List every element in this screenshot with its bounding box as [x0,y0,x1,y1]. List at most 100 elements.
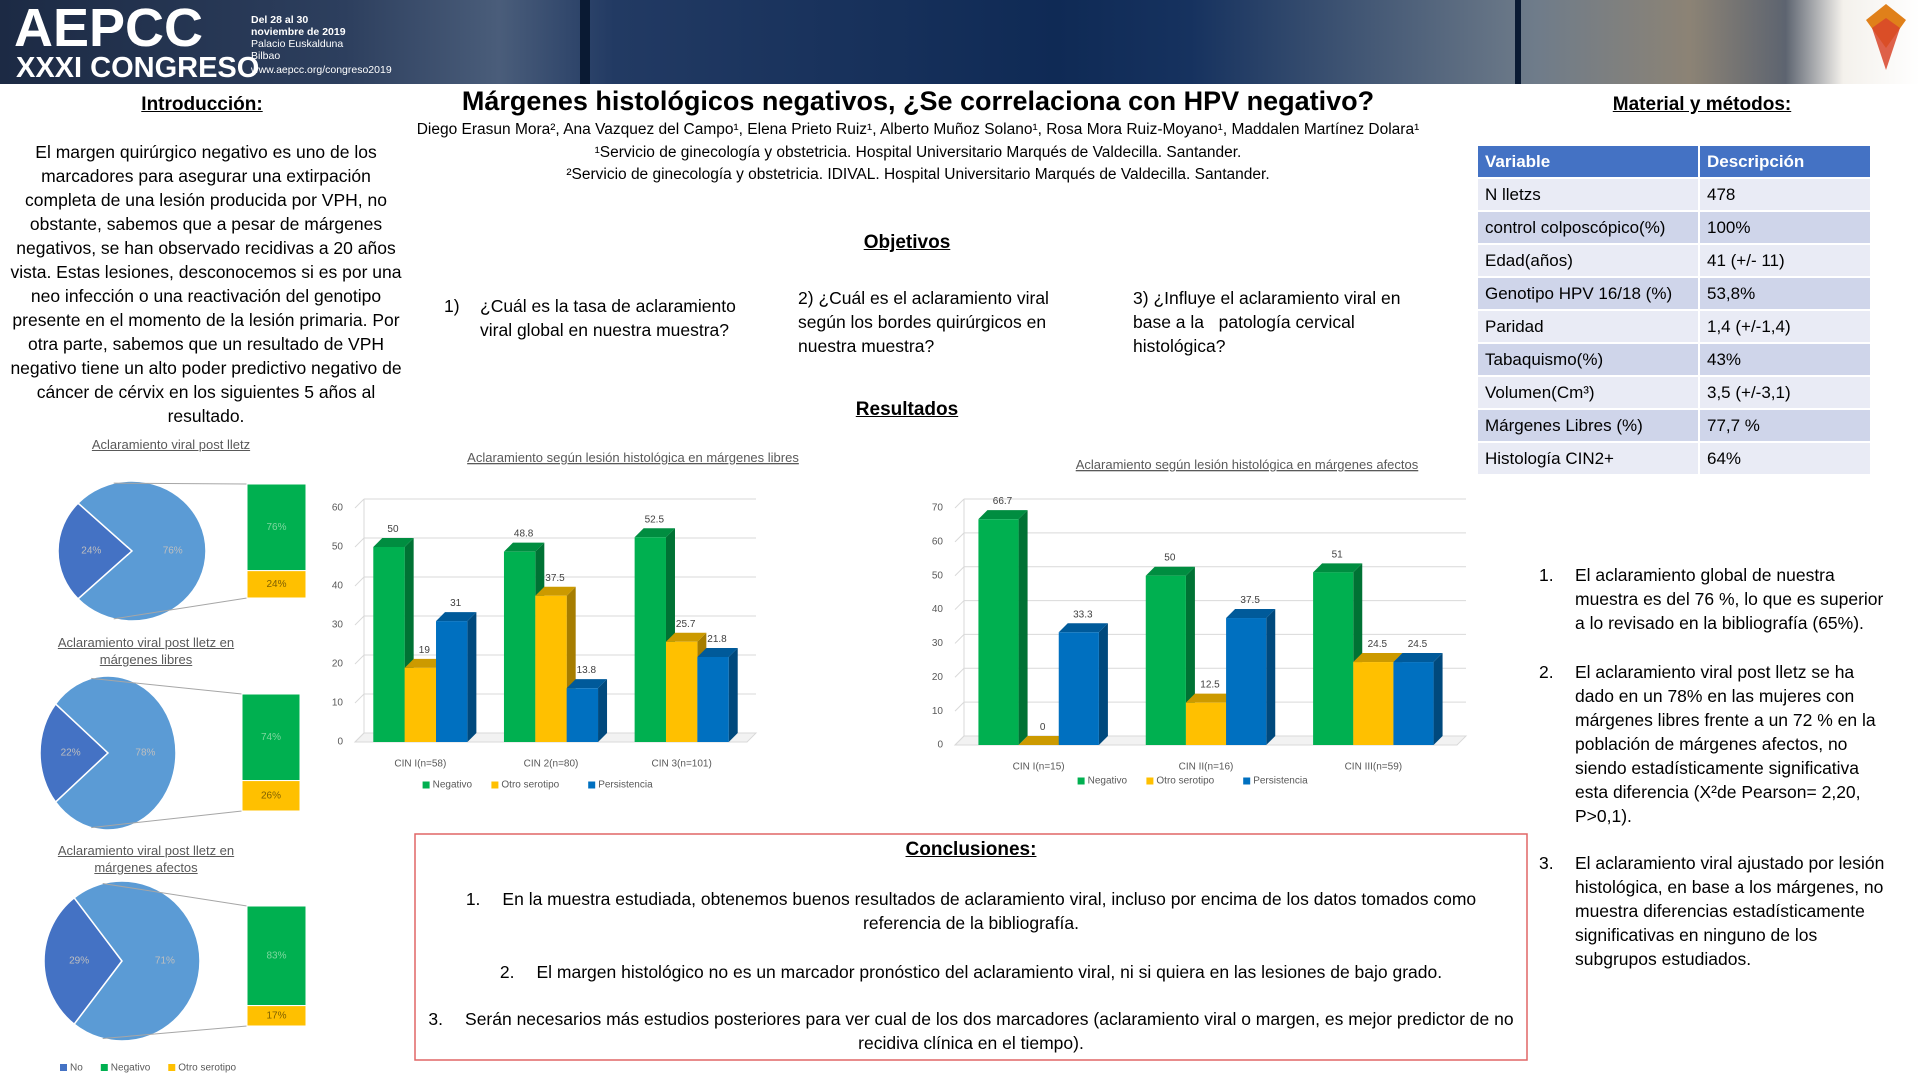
objective-text: ¿Cuál es el aclaramiento viral según los… [798,288,1054,356]
list-number: 2) [798,288,814,308]
bar [503,551,536,742]
bar-top [566,679,608,689]
bar [1313,572,1354,745]
slice-label: 76% [163,546,183,557]
pie-slice [57,502,134,600]
list-number: 2. [1539,662,1554,682]
table-cell: 3,5 (+/-3,1) [1699,376,1870,410]
section-heading: Introducción: [141,94,263,115]
leader-line [102,882,248,907]
result-text: El aclaramiento viral ajustado por lesió… [1575,853,1885,969]
legend-label: Persistencia [598,780,653,791]
bar-side [1433,653,1443,745]
title: Márgenes histológicos negativos, ¿Se cor… [461,86,1375,116]
slice-label: 71% [155,956,175,967]
bar [535,595,567,742]
pie-bar-segment [246,1005,307,1027]
legend-swatch [168,1064,176,1071]
pie-slice [54,675,177,831]
legend-swatch [1146,777,1154,785]
authors: Diego Erasun Mora², Ana Vazquez del Camp… [416,121,1420,138]
y-tick-label: 50 [932,570,944,581]
list-number: 3) [1133,288,1149,308]
leader-line [113,482,248,485]
slice-label: 29% [69,956,89,967]
table-cell: Genotipo HPV 16/18 (%) [1478,277,1700,311]
section-heading: Material y métodos: [1612,94,1792,115]
bar [373,547,405,742]
y-tick-label: 0 [337,737,343,748]
y-tick-label: 20 [332,659,344,670]
table-cell: 41 (+/- 11) [1699,244,1870,278]
grid-line-side [354,498,365,509]
grid-line-side [954,701,965,712]
data-label: 0 [1040,722,1046,733]
chart-title: Aclaramiento viral post lletz [91,437,251,452]
legend-label: Otro serotipo [1156,776,1214,787]
bar [436,621,468,742]
table-cell: Histología CIN2+ [1478,442,1700,476]
grid-line-side [954,498,965,509]
chart-title: Aclaramiento según lesión histológica en… [467,450,799,465]
bar-top [634,528,675,538]
data-label: 48.8 [514,529,534,540]
result-text: El aclaramiento viral post lletz se ha d… [1575,662,1876,826]
bar-top [1185,693,1236,703]
legend-swatch [60,1064,67,1071]
section-heading: Objetivos [863,232,951,253]
list-number: 2. [499,962,515,982]
conclusion: 1. En la muestra estudiada, obtenemos bue… [425,887,1517,935]
bar-side [1266,609,1276,745]
pie-slice [76,480,207,622]
chart-title: Aclaramiento según lesión histológica en… [1076,457,1419,472]
bar-side [728,647,738,742]
conclusions-box [414,833,1528,1061]
data-label: 19 [419,645,431,656]
data-label: 13.8 [577,665,597,676]
bar-side [1018,510,1028,745]
y-tick-label: 40 [332,581,344,592]
table-row: Edad(años) 41 (+/- 11) [1478,244,1870,278]
leader-line [91,677,243,695]
table-cell: 100% [1699,211,1870,245]
banner-date: noviembre de 2019 [251,26,346,38]
bar [566,688,599,742]
legend-swatch [588,781,596,789]
bar-top [1058,623,1108,633]
bar [1393,662,1434,745]
banner-divider [1515,0,1521,84]
intro-text: El margen quirúrgico negativo es uno de … [10,142,402,426]
objective: 3) ¿Influye el aclaramiento viral en bas… [1133,286,1423,358]
table-header: Variable Descripción [1478,146,1870,179]
table-row: Tabaquismo(%) 43% [1478,343,1870,377]
x-tick-label: CIN 2(n=80) [524,759,579,770]
table-row: Paridad 1,4 (+/-1,4) [1478,310,1870,344]
objective: 2) ¿Cuál es el aclaramiento viral según … [798,286,1088,358]
banner-logo [1866,4,1906,70]
column-header: Descripción [1699,146,1870,179]
bar [665,641,698,742]
table-row: N lletzs 478 [1478,178,1870,212]
grid-line-side [954,667,965,678]
x-tick-label: CIN I(n=58) [394,759,446,770]
y-tick-label: 30 [332,620,344,631]
y-tick-label: 40 [932,604,944,615]
y-tick-label: 50 [332,542,344,553]
x-tick-label: CIN II(n=16) [1179,762,1234,773]
bar [634,537,666,742]
conclusion: 2. El margen histológico no es un marcado… [425,960,1517,984]
table-row: Volumen(Cm³) 3,5 (+/-3,1) [1478,376,1870,410]
leader-line [102,1025,248,1040]
conclusion: 3. Serán necesarios más estudios posterio… [425,1007,1517,1055]
list-number: 1. [1539,565,1554,585]
grid-line-side [954,634,965,644]
table-cell: Tabaquismo(%) [1478,343,1700,377]
banner-venue: Bilbao [251,50,280,62]
table-cell: 64% [1699,442,1870,476]
grid-line-side [354,732,365,743]
data-label: 12.5 [1200,680,1220,691]
section-heading: Conclusiones: [905,839,1037,860]
bar-side [467,612,477,742]
table-cell: Edad(años) [1478,244,1700,278]
pie-bar-segment [246,483,307,572]
